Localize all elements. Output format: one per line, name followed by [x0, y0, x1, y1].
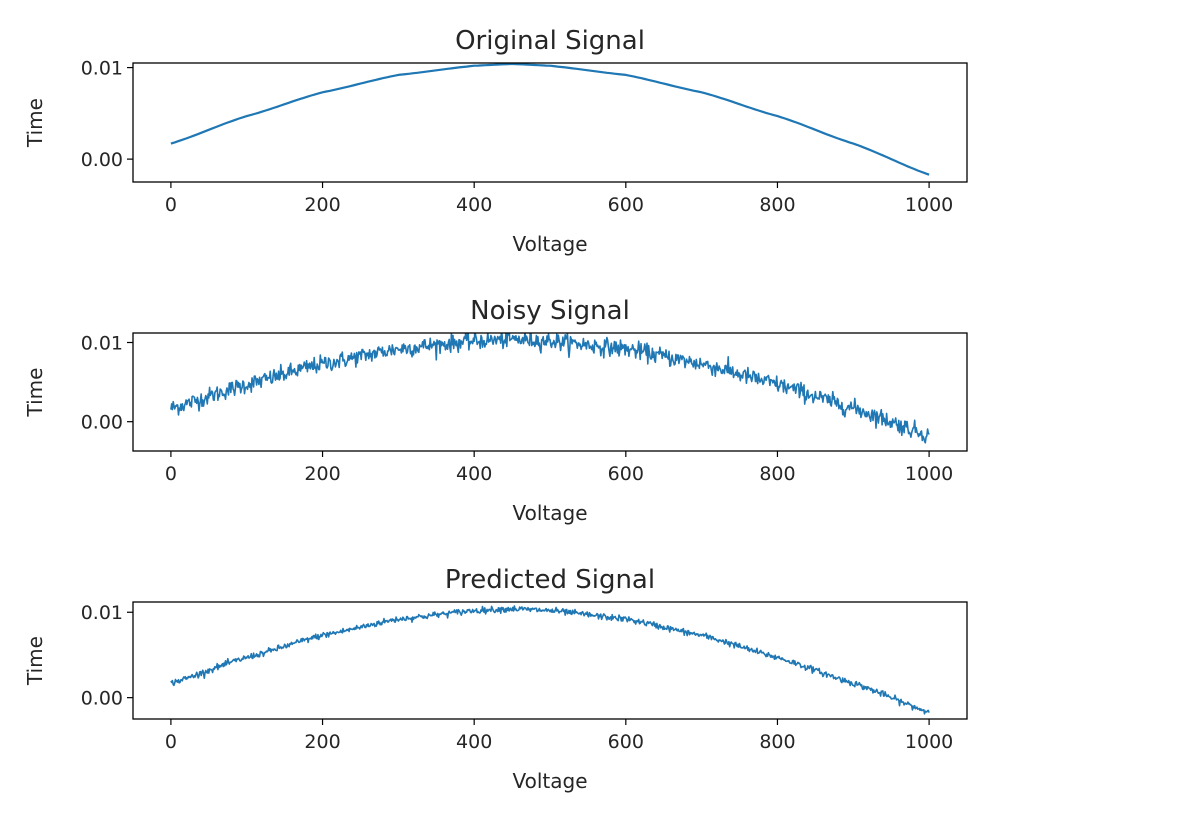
y-axis-label: Time	[23, 368, 47, 418]
x-tick-label: 200	[304, 194, 340, 216]
axes-frame	[132, 62, 968, 183]
x-tick-label: 1000	[905, 194, 953, 216]
y-axis-label: Time	[23, 98, 47, 148]
x-tick-label: 0	[165, 731, 177, 753]
y-tick-label: 0.00	[81, 688, 123, 710]
x-axis-label: Voltage	[512, 769, 587, 793]
chart-title: Original Signal	[455, 26, 645, 56]
subplot-3: 0 200 400 600 800 1000 0.00 0.01 Predicted Signa…	[23, 565, 968, 793]
chart-title: Noisy Signal	[470, 296, 630, 326]
x-tick-label: 1000	[905, 463, 953, 485]
x-axis-label: Voltage	[512, 501, 587, 525]
y-tick-label: 0.01	[81, 58, 123, 80]
x-tick-label: 600	[608, 194, 644, 216]
x-tick-label: 400	[456, 194, 492, 216]
x-tick-label: 600	[608, 731, 644, 753]
x-tick-label: 800	[759, 463, 795, 485]
y-tick-label: 0.00	[81, 149, 123, 171]
x-tick-label: 800	[759, 731, 795, 753]
x-tick-label: 1000	[905, 731, 953, 753]
x-tick-label: 0	[165, 463, 177, 485]
y-tick-label: 0.01	[81, 602, 123, 624]
series-line	[170, 333, 930, 444]
subplot-2: 0 200 400 600 800 1000 0.00 0.01 Noisy Signal Vol…	[23, 296, 968, 525]
series-line	[170, 63, 930, 176]
y-axis-label: Time	[23, 636, 47, 686]
x-tick-label: 200	[304, 463, 340, 485]
x-tick-label: 200	[304, 731, 340, 753]
y-tick-label: 0.00	[81, 412, 123, 434]
x-tick-label: 0	[165, 194, 177, 216]
series-line	[170, 605, 930, 715]
x-axis-label: Voltage	[512, 232, 587, 256]
chart-title: Predicted Signal	[445, 565, 655, 595]
x-tick-label: 800	[759, 194, 795, 216]
axes-frame	[132, 332, 968, 452]
x-tick-label: 400	[456, 731, 492, 753]
y-tick-label: 0.01	[81, 333, 123, 355]
subplot-1: 0 200 400 600 800 1000 0.00 0.01 Original Signal…	[23, 26, 968, 256]
x-tick-label: 600	[608, 463, 644, 485]
x-tick-label: 400	[456, 463, 492, 485]
axes-frame	[132, 601, 968, 720]
